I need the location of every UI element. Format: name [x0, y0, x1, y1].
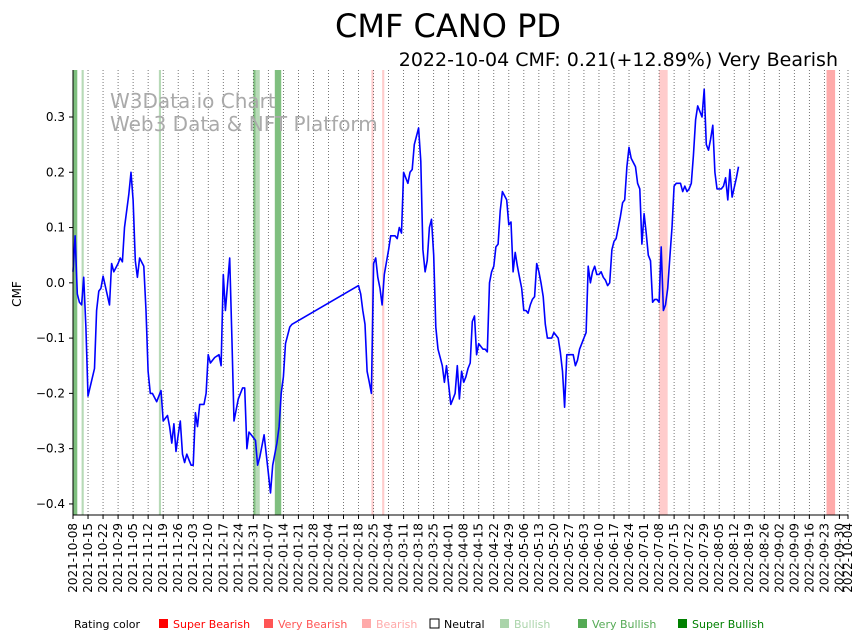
legend-label: Super Bullish — [692, 618, 764, 631]
x-tick-label: 2021-11-19 — [156, 523, 170, 593]
y-ticks: 0.3 0.2 0.1 0.0 −0.1 −0.2 −0.3 −0.4 — [36, 110, 73, 511]
x-tick-label: 2022-04-01 — [442, 523, 456, 593]
x-tick-label: 2022-06-24 — [622, 523, 636, 593]
x-tick-label: 2022-09-30 — [832, 523, 846, 593]
x-tick-label: 2022-07-29 — [697, 523, 711, 593]
x-tick-label: 2021-11-12 — [141, 523, 155, 593]
x-tick-label: 2022-03-11 — [397, 523, 411, 593]
watermark-line-1: W3Data.io Chart — [110, 89, 276, 113]
x-tick-label: 2021-12-24 — [231, 523, 245, 593]
x-tick-label: 2022-07-22 — [682, 523, 696, 593]
x-tick-label: 2022-05-20 — [547, 523, 561, 593]
x-tick-label: 2022-01-21 — [291, 523, 305, 593]
watermark-line-2: Web3 Data & NFT Platform — [110, 112, 378, 136]
x-tick-label: 2022-07-01 — [637, 523, 651, 593]
x-tick-label: 2022-04-29 — [502, 523, 516, 593]
x-tick-label: 2022-06-10 — [592, 523, 606, 593]
x-tick-label: 2021-11-26 — [171, 523, 185, 593]
x-tick-label: 2021-12-03 — [186, 523, 200, 593]
rating-band — [274, 70, 282, 515]
legend-label: Super Bearish — [173, 618, 250, 631]
legend-label: Very Bullish — [592, 618, 656, 631]
legend-swatch — [429, 618, 440, 629]
legend-label: Bearish — [376, 618, 417, 631]
rating-band — [255, 70, 260, 515]
x-tick-label: 2022-02-04 — [322, 523, 336, 593]
x-tick-label: 2022-09-23 — [817, 523, 831, 593]
x-tick-label: 2022-02-11 — [337, 523, 351, 593]
x-tick-label: 2022-09-16 — [802, 523, 816, 593]
legend-swatch — [678, 619, 687, 628]
x-tick-label: 2022-04-22 — [487, 523, 501, 593]
x-tick-label: 2022-06-17 — [607, 523, 621, 593]
x-tick-label: 2022-06-03 — [577, 523, 591, 593]
legend-label: Very Bearish — [278, 618, 347, 631]
x-tick-label: 2021-10-29 — [111, 523, 125, 593]
rating-band — [73, 70, 78, 515]
x-tick-label: 2022-07-08 — [652, 523, 666, 593]
y-tick-label: 0.0 — [46, 276, 65, 290]
x-tick-label: 2022-03-25 — [427, 523, 441, 593]
x-tick-label: 2022-07-15 — [667, 523, 681, 593]
axes — [72, 70, 848, 516]
x-tick-label: 2022-02-18 — [352, 523, 366, 593]
x-tick-label: 2022-08-05 — [712, 523, 726, 593]
legend-swatch — [500, 619, 509, 628]
x-tick-label: 2022-03-04 — [382, 523, 396, 593]
x-tick-label: 2022-03-18 — [412, 523, 426, 593]
x-tick-label: 2021-12-10 — [201, 523, 215, 593]
y-tick-label: −0.2 — [36, 386, 65, 400]
x-tick-label: 2022-04-15 — [472, 523, 486, 593]
x-tick-label: 2022-05-13 — [532, 523, 546, 593]
legend-label: Bullish — [514, 618, 550, 631]
chart-title: CMF CANO PD — [335, 7, 561, 45]
x-tick-label: 2022-01-28 — [306, 523, 320, 593]
y-tick-label: −0.3 — [36, 442, 65, 456]
y-tick-label: 0.2 — [46, 165, 65, 179]
rating-band — [158, 70, 162, 515]
y-tick-label: 0.3 — [46, 110, 65, 124]
x-tick-label: 2021-10-15 — [81, 523, 95, 593]
x-tick-label: 2022-09-09 — [787, 523, 801, 593]
legend-swatch — [578, 619, 587, 628]
x-tick-label: 2022-09-02 — [772, 523, 786, 593]
x-tick-label: 2022-08-26 — [757, 523, 771, 593]
x-tick-label: 2022-04-08 — [457, 523, 471, 593]
x-tick-label: 2022-02-25 — [367, 523, 381, 593]
legend-label: Neutral — [444, 618, 485, 631]
cmf-line — [72, 88, 740, 494]
x-tick-label: 2022-05-27 — [562, 523, 576, 593]
y-tick-label: 0.1 — [46, 221, 65, 235]
cmf-series — [72, 88, 740, 494]
x-tick-label: 2021-12-17 — [216, 523, 230, 593]
legend-swatch — [264, 619, 273, 628]
rating-bands — [73, 70, 836, 515]
y-axis-label: CMF — [10, 281, 24, 307]
x-tick-label: 2021-10-08 — [66, 523, 80, 593]
x-tick-label: 2021-12-31 — [246, 523, 260, 593]
y-tick-label: −0.1 — [36, 331, 65, 345]
legend-swatch — [159, 619, 168, 628]
x-tick-label: 2021-10-22 — [96, 523, 110, 593]
x-tick-label: 2022-05-06 — [517, 523, 531, 593]
y-tick-label: −0.4 — [36, 497, 65, 511]
x-tick-label: 2022-01-07 — [261, 523, 275, 593]
rating-band — [253, 70, 256, 515]
x-tick-label: 2021-11-05 — [126, 523, 140, 593]
chart-subtitle: 2022-10-04 CMF: 0.21(+12.89%) Very Beari… — [399, 49, 838, 71]
legend-title: Rating color — [74, 618, 141, 631]
x-tick-label: 2022-08-19 — [742, 523, 756, 593]
watermark: W3Data.io Chart Web3 Data & NFT Platform — [110, 89, 378, 136]
x-tick-label: 2022-01-14 — [276, 523, 290, 593]
legend-swatch — [362, 619, 371, 628]
x-tick-label: 2022-08-12 — [727, 523, 741, 593]
rating-band — [826, 70, 836, 515]
rating-legend: Rating color Super Bearish Very Bearish Bea… — [74, 618, 764, 631]
x-ticks: 2021-10-08 2021-10-15 2021-10-22 2021-10-29… — [66, 515, 855, 593]
x-gridlines — [72, 70, 849, 515]
x-tick-label: 2022-10-04 — [841, 523, 855, 593]
